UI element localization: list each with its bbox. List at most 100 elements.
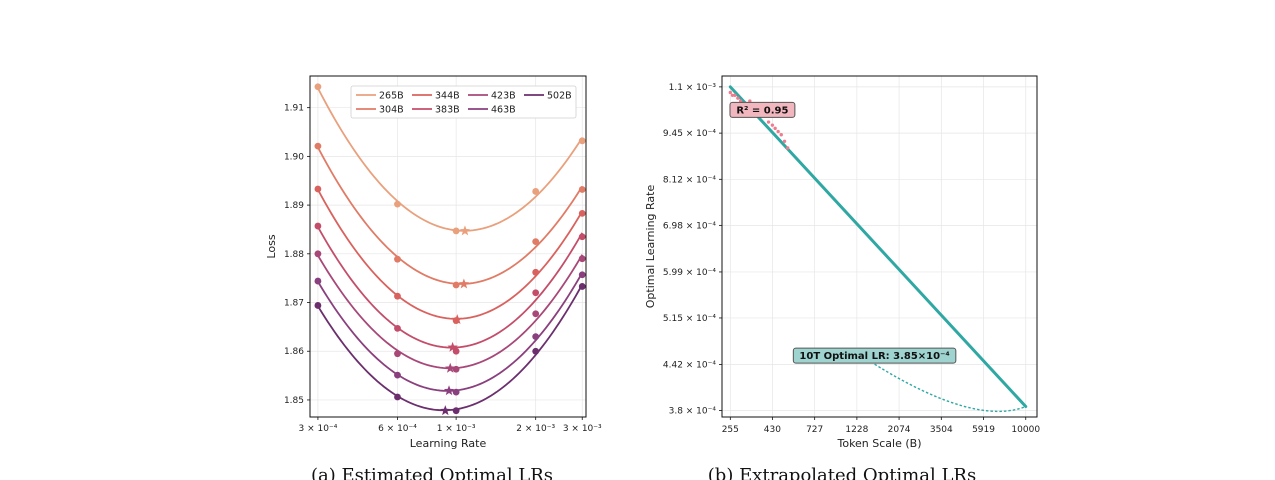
y-tick-label: 1.88 <box>284 250 304 260</box>
scatter-point <box>773 126 777 131</box>
point-502B-0 <box>314 302 322 309</box>
legend-label-423B: 423B <box>491 91 516 102</box>
point-304B-1 <box>394 255 401 263</box>
point-463B-3 <box>532 333 540 341</box>
x-tick-label: 1228 <box>845 425 868 435</box>
chart-b-y-ticks: 3.8 × 10⁻⁴ 4.42 × 10⁻⁴ 5.15 × 10⁻⁴ 5.99 × 1… <box>663 83 722 417</box>
scatter-point <box>779 133 783 137</box>
y-tick-label: 1.91 <box>284 104 304 114</box>
point-423B-3 <box>532 310 540 318</box>
y-tick-label: 5.15 × 10⁻⁴ <box>663 314 717 324</box>
scatter-point <box>766 120 771 124</box>
point-463B-1 <box>394 371 401 379</box>
legend-label-304B: 304B <box>379 105 404 116</box>
chart-a-frame <box>309 75 587 418</box>
curve-304B <box>317 146 584 285</box>
point-423B-1 <box>394 350 401 358</box>
x-tick-label: 1 × 10⁻³ <box>437 424 476 434</box>
chart-a-y-ticks: 1.85 1.86 1.87 1.88 1.89 1.90 1.91 <box>284 104 310 406</box>
chart-a-optimum-stars <box>440 225 471 416</box>
chart-a-caption: (a) Estimated Optimal LRs <box>311 465 553 480</box>
y-tick-label: 3.8 × 10⁻⁴ <box>669 407 717 417</box>
chart-a-x-axis-label: Learning Rate <box>410 437 487 450</box>
chart-estimated-optimal-lrs: 3 × 10⁻⁴ 6 × 10⁻⁴ 1 × 10⁻³ 2 × 10⁻³ 3 × 10⁻³… <box>265 75 602 480</box>
point-344B-4 <box>578 209 586 217</box>
optimal-lr-badge: 10T Optimal LR: 3.85×10⁻⁴ <box>792 347 957 364</box>
point-383B-4 <box>578 233 586 241</box>
curve-344B <box>317 189 584 320</box>
x-tick-label: 3504 <box>930 425 953 435</box>
x-tick-label: 727 <box>806 425 823 435</box>
scatter-point <box>785 146 790 150</box>
x-tick-label: 430 <box>764 425 781 435</box>
point-265B-4 <box>578 137 586 145</box>
point-265B-0 <box>314 83 322 91</box>
point-265B-3 <box>532 188 540 195</box>
y-tick-label: 8.12 × 10⁻⁴ <box>663 175 717 185</box>
scatter-point <box>776 129 780 134</box>
optimum-star-344B <box>452 314 463 325</box>
chart-a-legend: 265B 344B 423B 502B 304B 383B 463B <box>350 85 577 119</box>
y-tick-label: 1.1 × 10⁻³ <box>669 83 717 93</box>
point-502B-2 <box>452 407 460 415</box>
chart-a-y-axis-label: Loss <box>265 234 278 258</box>
optimum-star-463B <box>443 385 455 396</box>
badge-text: 10T Optimal LR: 3.85×10⁻⁴ <box>799 351 949 362</box>
point-502B-4 <box>578 283 586 290</box>
y-tick-label: 1.86 <box>284 347 304 357</box>
curve-463B <box>317 272 584 392</box>
chart-b-caption: (b) Extrapolated Optimal LRs <box>708 465 976 480</box>
legend-box <box>350 85 577 119</box>
point-304B-4 <box>578 186 586 193</box>
scatter-point <box>736 96 740 100</box>
point-344B-1 <box>394 292 401 300</box>
chart-extrapolated-optimal-lrs: 255 430 727 1228 2074 3504 5919 10000 3.8 × 10⁻… <box>644 75 1040 480</box>
annotation-arrow-path <box>874 363 1027 413</box>
chart-b-x-axis-label: Token Scale (B) <box>836 437 921 450</box>
chart-b-fit-line <box>728 85 1028 409</box>
fit-line <box>728 85 1028 409</box>
x-tick-label: 2074 <box>888 425 911 435</box>
point-304B-0 <box>314 142 322 150</box>
chart-a-points <box>314 83 586 415</box>
point-463B-0 <box>314 277 322 285</box>
legend-label-463B: 463B <box>491 105 516 116</box>
y-tick-label: 1.90 <box>284 152 304 162</box>
y-tick-label: 1.89 <box>284 201 304 211</box>
point-423B-0 <box>314 250 322 258</box>
y-tick-label: 4.42 × 10⁻⁴ <box>663 361 717 371</box>
chart-a-x-ticks: 3 × 10⁻⁴ 6 × 10⁻⁴ 1 × 10⁻³ 2 × 10⁻³ 3 × 10⁻³ <box>299 417 602 434</box>
scatter-point <box>770 123 775 127</box>
y-tick-label: 5.99 × 10⁻⁴ <box>663 268 717 278</box>
point-502B-1 <box>394 393 401 401</box>
legend-label-383B: 383B <box>435 105 460 116</box>
chart-b-y-axis-label: Optimal Learning Rate <box>644 185 657 309</box>
point-423B-4 <box>578 255 586 263</box>
y-tick-label: 6.98 × 10⁻⁴ <box>663 221 717 231</box>
x-tick-label: 3 × 10⁻⁴ <box>299 424 338 434</box>
x-tick-label: 6 × 10⁻⁴ <box>378 424 417 434</box>
point-463B-4 <box>578 271 586 279</box>
point-502B-3 <box>532 347 540 355</box>
point-304B-3 <box>532 238 540 246</box>
point-383B-3 <box>532 289 540 297</box>
chart-a-curves <box>317 87 584 412</box>
chart-b-annotations: R² = 0.95 10T Optimal LR: 3.85×10⁻⁴ <box>729 101 957 364</box>
point-423B-2 <box>452 365 460 373</box>
x-tick-label: 2 × 10⁻³ <box>516 424 555 434</box>
x-tick-label: 10000 <box>1011 425 1040 435</box>
scatter-point <box>733 93 737 97</box>
point-265B-1 <box>394 200 401 208</box>
point-383B-0 <box>314 222 322 230</box>
legend-label-502B: 502B <box>547 91 572 102</box>
r-squared-badge: R² = 0.95 <box>729 101 796 118</box>
scatter-point <box>728 90 733 95</box>
optimum-star-304B <box>458 278 470 289</box>
chart-b-x-ticks: 255 430 727 1228 2074 3504 5919 10000 <box>722 417 1040 435</box>
point-463B-2 <box>452 388 460 396</box>
x-tick-label: 3 × 10⁻³ <box>563 424 602 434</box>
point-383B-1 <box>394 324 401 332</box>
y-tick-label: 9.45 × 10⁻⁴ <box>663 129 717 139</box>
y-tick-label: 1.85 <box>284 396 304 406</box>
